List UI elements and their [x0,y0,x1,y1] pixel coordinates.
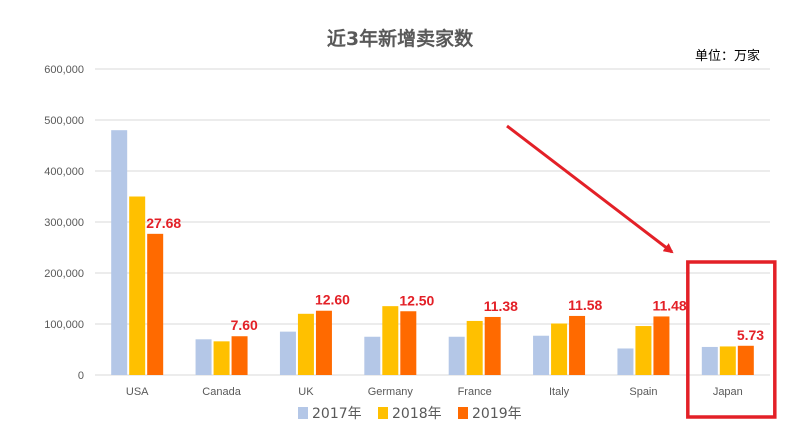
bar-germany-series-2 [400,311,417,375]
y-tick-label: 300,000 [44,217,84,229]
x-axis: USA Canada UK Germany France Italy Spain Japan [126,386,743,398]
y-tick-label: 100,000 [44,319,84,331]
chart-title: 近3年新增卖家数 [327,27,474,50]
bar-japan-series-0 [701,346,718,375]
legend-label: 2019年 [472,406,522,422]
data-label-usa: 27.68 [146,215,181,231]
x-category-label: Italy [549,386,570,398]
bar-usa-series-1 [129,196,146,375]
japan-highlight-annotation [506,124,777,419]
x-category-label: France [458,386,492,398]
bar-japan-series-1 [719,346,736,375]
bars [111,130,754,375]
bar-canada-series-1 [213,341,230,375]
bar-france-series-0 [448,336,465,375]
y-tick-label: 0 [78,370,84,382]
bar-uk-series-2 [315,310,332,375]
highlight-box [686,260,777,419]
bar-germany-series-1 [382,306,399,375]
bar-canada-series-2 [231,336,248,375]
bar-japan-series-2 [737,345,754,375]
data-label-uk: 12.60 [315,292,350,308]
gridlines [95,68,770,376]
bar-italy-series-2 [569,315,586,375]
data-label-japan: 5.73 [737,327,764,343]
bar-spain-series-1 [635,326,652,375]
data-label-italy: 11.58 [568,297,602,313]
bar-spain-series-2 [653,316,670,375]
bar-france-series-2 [484,316,501,375]
bar-spain-series-0 [617,348,634,375]
arrow [506,124,674,254]
x-category-label: Spain [629,386,657,398]
x-category-label: Japan [713,386,743,398]
x-category-label: USA [126,386,149,398]
x-category-label: UK [298,386,314,398]
legend-label: 2017年 [312,406,362,422]
data-label-germany: 12.50 [399,292,434,308]
legend-label: 2018年 [392,406,442,422]
y-tick-label: 400,000 [44,166,84,178]
bar-italy-series-0 [533,335,550,375]
legend-swatch [378,407,388,419]
x-category-label: Germany [368,386,414,398]
data-labels: 27.68 7.60 12.60 12.50 11.38 11.58 11.48 5.73 [146,215,764,343]
data-label-france: 11.38 [484,298,518,314]
data-label-spain: 11.48 [652,297,686,313]
bar-uk-series-0 [279,331,296,375]
legend: 2017年 2018年 2019年 [298,406,522,422]
bar-italy-series-1 [551,323,568,375]
data-label-canada: 7.60 [231,317,258,333]
bar-usa-series-0 [111,130,128,375]
bar-usa-series-2 [147,233,164,375]
bar-germany-series-0 [364,336,381,375]
legend-swatch [298,407,308,419]
y-tick-label: 500,000 [44,115,84,127]
unit-note: 单位：万家 [695,48,760,64]
x-category-label: Canada [202,386,241,398]
y-tick-label: 200,000 [44,268,84,280]
y-axis: 0 100,000 200,000 300,000 400,000 500,000 600,… [44,64,84,382]
y-tick-label: 600,000 [44,64,84,76]
legend-swatch [458,407,468,419]
bar-uk-series-1 [297,313,314,375]
bar-france-series-1 [466,320,483,375]
bar-canada-series-0 [195,339,212,375]
